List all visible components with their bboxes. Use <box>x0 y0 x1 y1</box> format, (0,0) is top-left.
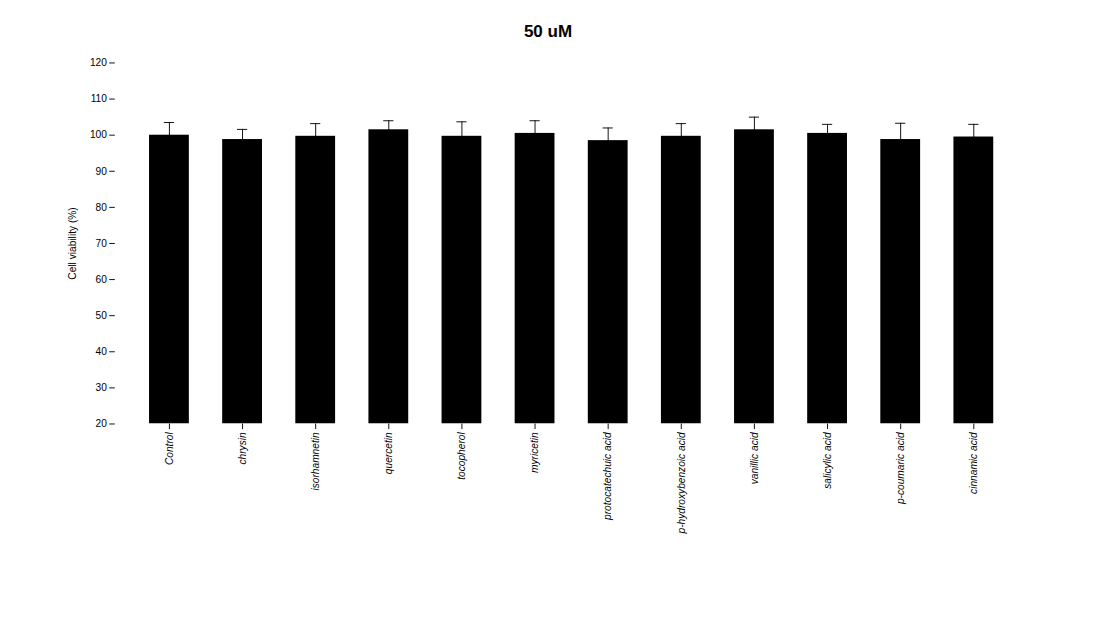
svg-text:60: 60 <box>96 274 108 285</box>
svg-text:p-coumaric acid: p-coumaric acid <box>895 432 906 505</box>
svg-text:tocopherol: tocopherol <box>456 432 467 480</box>
svg-text:chrysin: chrysin <box>237 432 248 465</box>
svg-text:salicylic acid: salicylic acid <box>822 432 833 489</box>
svg-text:70: 70 <box>96 238 108 249</box>
svg-text:quercetin: quercetin <box>383 432 394 474</box>
svg-text:80: 80 <box>96 202 108 213</box>
svg-text:Cell viability (%): Cell viability (%) <box>67 207 78 279</box>
svg-text:100: 100 <box>90 129 107 140</box>
svg-text:90: 90 <box>96 166 108 177</box>
svg-text:20: 20 <box>96 418 108 429</box>
html-text:50 uM: 50 uM <box>523 22 573 41</box>
svg-text:myricetin: myricetin <box>529 432 540 473</box>
svg-text:110: 110 <box>91 93 108 104</box>
svg-text:protocatechuic acid: protocatechuic acid <box>602 432 613 521</box>
svg-text:50: 50 <box>96 310 108 321</box>
svg-text:p-hydroxybenzoic acid: p-hydroxybenzoic acid <box>676 432 687 535</box>
svg-text:vanillic acid: vanillic acid <box>749 432 760 484</box>
svg-text:40: 40 <box>96 346 108 357</box>
svg-text:120: 120 <box>90 57 107 68</box>
svg-text:cinnamic acid: cinnamic acid <box>968 432 979 494</box>
svg-text:Control: Control <box>164 432 175 466</box>
svg-text:isorhamnetin: isorhamnetin <box>310 432 321 491</box>
svg-text:30: 30 <box>96 382 108 393</box>
